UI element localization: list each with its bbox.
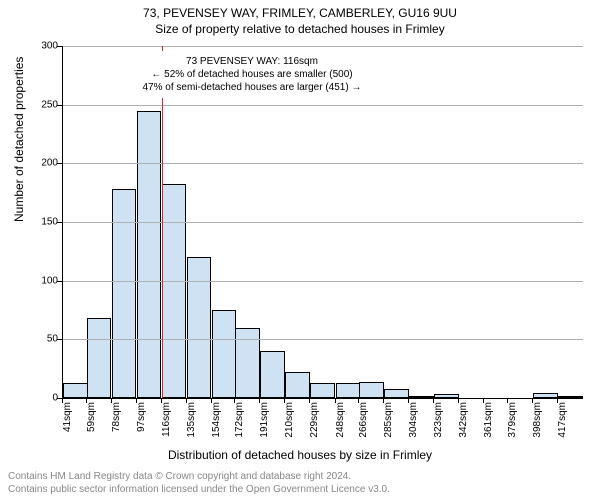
- histogram-bar: [87, 318, 112, 398]
- histogram-bar: [285, 372, 310, 398]
- plot-area: 73 PEVENSEY WAY: 116sqm ← 52% of detache…: [62, 46, 583, 399]
- histogram-bar: [409, 396, 434, 398]
- chart-title: 73, PEVENSEY WAY, FRIMLEY, CAMBERLEY, GU…: [0, 6, 600, 36]
- highlight-line: [162, 46, 163, 398]
- title-line1: 73, PEVENSEY WAY, FRIMLEY, CAMBERLEY, GU…: [0, 6, 600, 20]
- histogram-bar: [63, 383, 88, 398]
- histogram-bar: [434, 394, 459, 398]
- footer-line1: Contains HM Land Registry data © Crown c…: [8, 471, 592, 484]
- histogram-bar: [310, 383, 335, 398]
- ytick-label: 150: [18, 217, 58, 228]
- histogram-bar: [112, 189, 137, 398]
- title-line2: Size of property relative to detached ho…: [0, 22, 600, 36]
- histogram-bar: [137, 111, 162, 398]
- callout-line2: ← 52% of detached houses are smaller (50…: [132, 68, 372, 81]
- histogram-bar: [558, 396, 583, 398]
- histogram-bar: [212, 310, 237, 398]
- callout-line1: 73 PEVENSEY WAY: 116sqm: [132, 55, 372, 68]
- histogram-bar: [336, 383, 361, 398]
- footer-attribution: Contains HM Land Registry data © Crown c…: [8, 471, 592, 496]
- ytick-label: 250: [18, 99, 58, 110]
- footer-line2: Contains public sector information licen…: [8, 484, 592, 497]
- gridline: [63, 105, 583, 106]
- callout-line3: 47% of semi-detached houses are larger (…: [132, 81, 372, 94]
- histogram-bar: [162, 184, 187, 398]
- property-size-chart: 73, PEVENSEY WAY, FRIMLEY, CAMBERLEY, GU…: [0, 0, 600, 500]
- histogram-bar: [187, 257, 212, 398]
- ytick-label: 300: [18, 41, 58, 52]
- y-axis-label: Number of detached properties: [12, 57, 26, 222]
- x-axis-label: Distribution of detached houses by size …: [0, 448, 600, 462]
- callout-box: 73 PEVENSEY WAY: 116sqm ← 52% of detache…: [126, 51, 378, 98]
- ytick-label: 200: [18, 158, 58, 169]
- histogram-bar: [533, 393, 558, 398]
- histogram-bar: [359, 382, 384, 398]
- histogram-bar: [384, 389, 409, 398]
- histogram-bar: [260, 351, 285, 398]
- ytick-label: 0: [18, 393, 58, 404]
- gridline: [63, 46, 583, 47]
- ytick-label: 50: [18, 334, 58, 345]
- gridline: [63, 339, 583, 340]
- gridline: [63, 163, 583, 164]
- histogram-bar: [235, 328, 260, 398]
- gridline: [63, 281, 583, 282]
- gridline: [63, 222, 583, 223]
- ytick-label: 100: [18, 275, 58, 286]
